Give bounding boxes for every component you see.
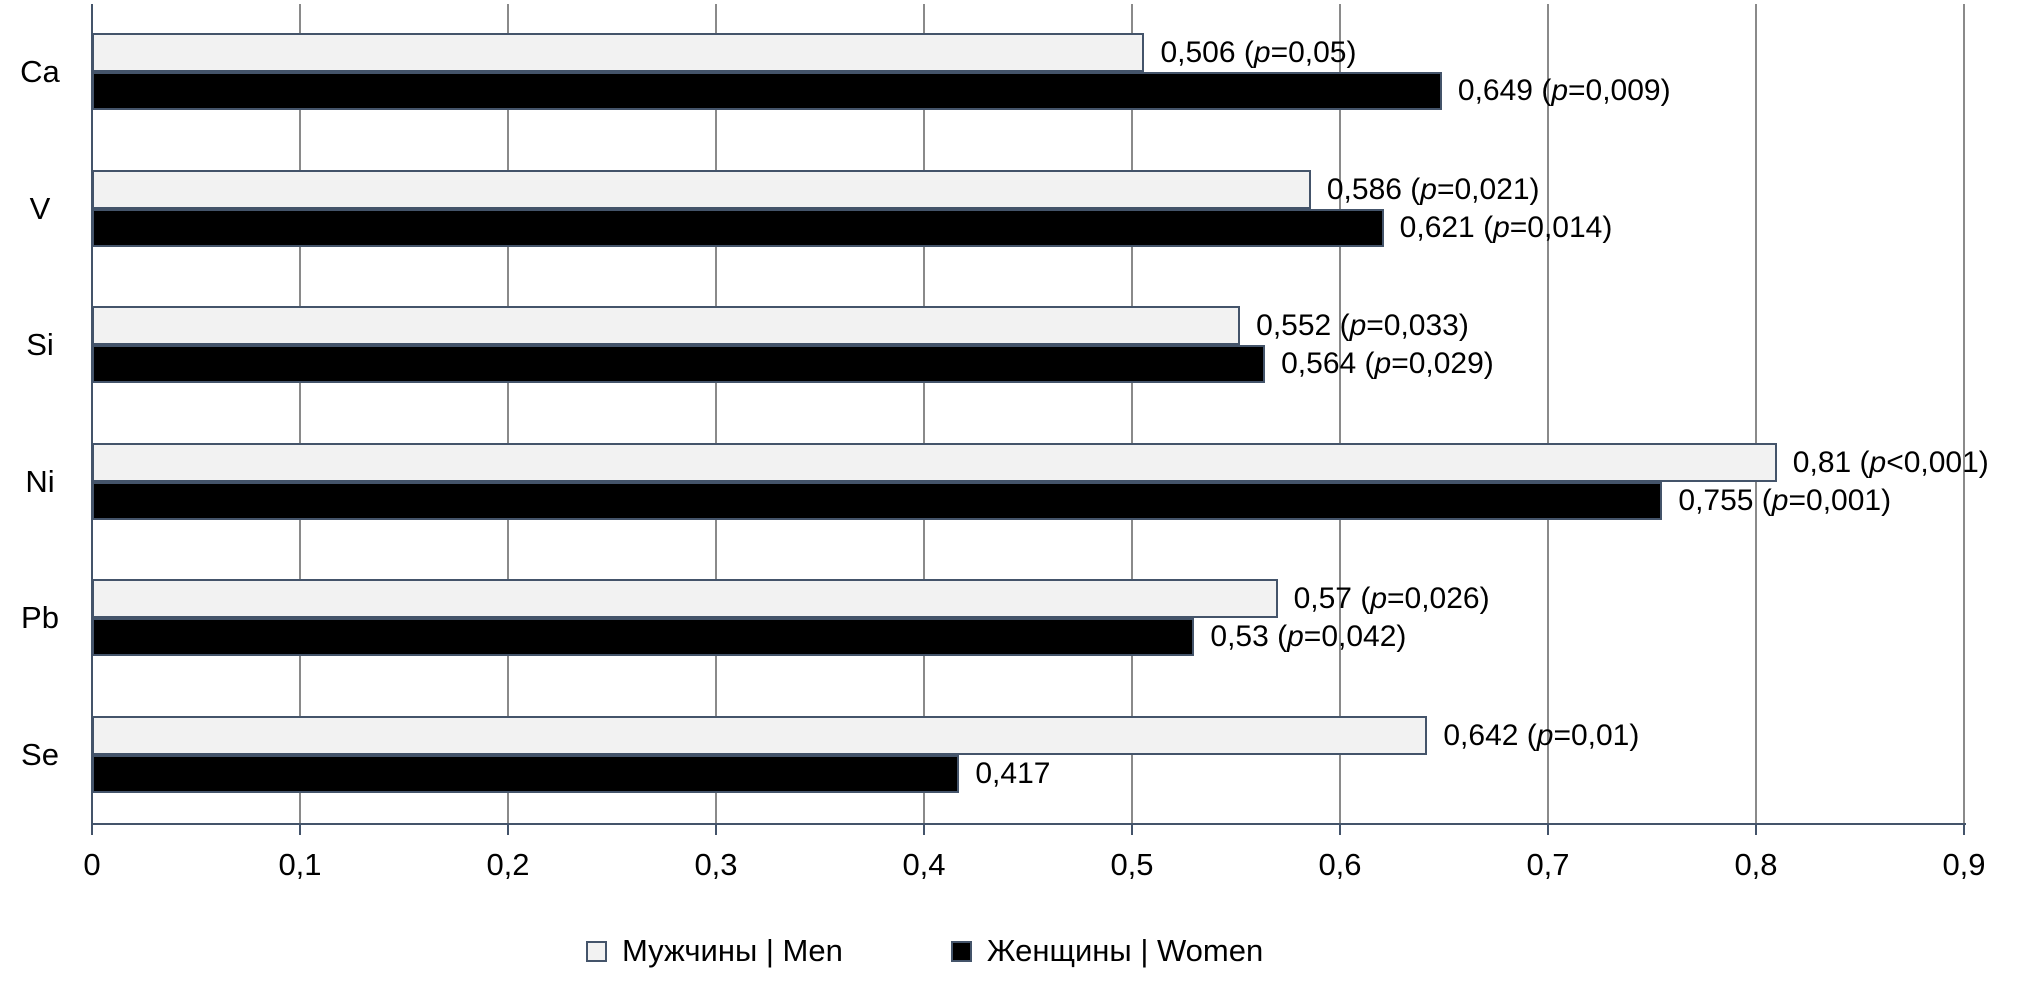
gridline-0-6 [1339, 4, 1341, 823]
bar-label--men-ca: 0,506 (p=0,05) [1160, 36, 1357, 69]
axis-tick-0 [91, 825, 93, 835]
bar-label--women-se: 0,417 [975, 756, 1051, 790]
legend-swatch-men-icon [586, 940, 607, 962]
gridline-0-2 [507, 4, 509, 823]
bar--men-se [92, 715, 1428, 755]
legend: Мужчины | Men Женщины | Women [586, 933, 1263, 969]
tick-label-0-1: 0,1 [278, 847, 322, 882]
category-label-pb: Pb [21, 600, 59, 635]
tick-label-0-9: 0,9 [1942, 847, 1986, 882]
gridline-0-4 [923, 4, 925, 823]
bar-label--women-v: 0,621 (p=0,014) [1399, 210, 1613, 244]
bar--women-v [92, 208, 1384, 247]
category-label-v: V [29, 190, 51, 226]
category-label-si: Si [26, 327, 54, 362]
legend-item-women: Женщины | Women [950, 933, 1264, 969]
tick-label-0-7: 0,7 [1526, 847, 1570, 882]
bar-label--women-si: 0,564 (p=0,029) [1281, 347, 1494, 380]
y-axis-line [91, 4, 93, 825]
tick-label-0-3: 0,3 [694, 847, 738, 882]
tick-label-0: 0 [83, 847, 101, 882]
legend-item-men: Мужчины | Men [586, 933, 843, 969]
axis-tick-0-8 [1755, 825, 1757, 835]
bar--men-pb [92, 579, 1278, 618]
gridline-0-8 [1755, 4, 1757, 823]
tick-label-0-5: 0,5 [1110, 847, 1154, 882]
bar--women-ca [92, 72, 1442, 110]
axis-tick-0-4 [923, 825, 925, 835]
legend-swatch-women-icon [950, 940, 972, 962]
tick-label-0-8: 0,8 [1734, 847, 1778, 882]
axis-tick-0-7 [1547, 825, 1549, 835]
bar-label--women-ca: 0,649 (p=0,009) [1457, 74, 1671, 107]
bar--men-si [92, 306, 1241, 345]
legend-label-men: Мужчины | Men [622, 933, 843, 968]
axis-tick-0-9 [1963, 825, 1965, 835]
tick-label-0-2: 0,2 [486, 847, 530, 882]
plot-area: 0 0,1 0,2 0,3 0,4 0,5 0,6 0,7 0,8 0,9 0,506 (p=0,0… [83, 4, 1989, 882]
axis-tick-0-1 [299, 825, 301, 835]
gridline-0-5 [1131, 4, 1133, 823]
bar-label--men-pb: 0,57 (p=0,026) [1293, 582, 1490, 615]
bar-label--men-si: 0,552 (p=0,033) [1256, 309, 1469, 342]
axis-tick-0-6 [1339, 825, 1341, 835]
x-axis-line [91, 823, 1966, 825]
bar-label--men-ni: 0,81 (p<0,001) [1792, 445, 1989, 479]
axis-tick-0-5 [1131, 825, 1133, 835]
bar--women-se [92, 754, 960, 793]
axis-tick-0-2 [507, 825, 509, 835]
category-label-se: Se [21, 736, 59, 772]
bar--women-si [92, 345, 1266, 383]
bar-label--men-se: 0,642 (p=0,01) [1443, 718, 1640, 752]
bar-label--men-v: 0,586 (p=0,021) [1326, 172, 1540, 206]
gridline-0-7 [1547, 4, 1549, 823]
category-label-ca: Ca [20, 54, 60, 89]
category-label-ni: Ni [25, 463, 55, 499]
gridline-0-3 [715, 4, 717, 823]
bar--women-pb [92, 618, 1195, 656]
gridline-0-1 [299, 4, 301, 823]
legend-label-women: Женщины | Women [986, 933, 1264, 968]
tick-label-0-4: 0,4 [902, 847, 946, 882]
tick-label-0-6: 0,6 [1318, 847, 1362, 882]
gridline-0-9 [1963, 4, 1965, 823]
bar--women-ni [92, 481, 1663, 520]
axis-tick-0-3 [715, 825, 717, 835]
bar--men-ni [92, 442, 1777, 482]
bar-label--women-ni: 0,755 (p=0,001) [1678, 483, 1892, 517]
bar--men-ca [92, 33, 1145, 72]
bar-label--women-pb: 0,53 (p=0,042) [1210, 620, 1407, 653]
bar--men-v [92, 169, 1311, 209]
